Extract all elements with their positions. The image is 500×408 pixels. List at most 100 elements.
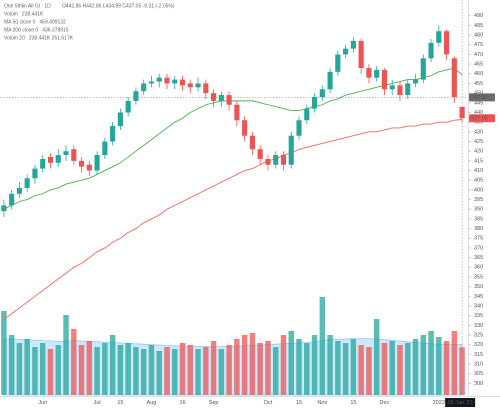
y-tick-label: 410	[474, 168, 483, 174]
candle-body	[102, 141, 108, 156]
price-label-box	[469, 93, 495, 102]
y-tick-label: 430	[474, 129, 483, 135]
legend-value: 436.378915	[42, 27, 69, 33]
ma-line	[3, 119, 463, 320]
volume-bar	[140, 349, 147, 395]
volume-bar	[257, 343, 263, 395]
volume-bar	[102, 343, 108, 395]
volume-bar	[296, 339, 302, 395]
volume-bar	[125, 343, 131, 395]
volume-bar	[172, 349, 178, 395]
y-tick-label: 315	[474, 352, 483, 358]
volume-bar	[389, 341, 395, 395]
candle-body	[187, 83, 193, 88]
y-tick-label: 420	[474, 149, 483, 155]
volume-bar	[350, 339, 357, 395]
candle-body	[343, 48, 349, 55]
candle-body	[311, 97, 318, 109]
candle-body	[405, 83, 411, 96]
candle-body	[164, 77, 170, 84]
candle-body	[24, 178, 30, 188]
candle-body	[195, 83, 201, 88]
volume-bar	[397, 345, 403, 395]
candle-body	[257, 149, 263, 159]
candle-body	[179, 79, 186, 86]
x-tick-label: 2022	[433, 400, 445, 406]
volume-bar	[327, 335, 333, 395]
volume-bar	[218, 349, 225, 395]
y-tick-label: 305	[474, 371, 483, 377]
volume-bar	[272, 347, 279, 395]
candle-body	[288, 135, 294, 165]
volume-bar	[1, 311, 7, 395]
volume-bar	[358, 345, 364, 395]
candle-body	[366, 67, 372, 78]
volume-bar	[373, 319, 380, 395]
candle-body	[350, 40, 356, 49]
candle-body	[55, 155, 61, 163]
volume-bar	[164, 347, 170, 395]
candle-body	[397, 85, 403, 96]
y-tick-label: 485	[474, 23, 483, 29]
volume-bar	[78, 345, 85, 395]
candle-body	[16, 187, 22, 194]
y-tick-label: 385	[474, 216, 483, 222]
y-tick-label: 320	[474, 342, 483, 348]
volume-bar	[94, 347, 100, 395]
candle-body	[273, 155, 279, 165]
volume-bar	[187, 345, 194, 395]
volume-bar	[117, 345, 124, 395]
y-tick-label: 325	[474, 332, 483, 338]
x-tick-label: Aug	[147, 400, 157, 406]
candle-body	[226, 95, 232, 105]
volume-bar	[133, 347, 139, 395]
y-tick-label: 370	[474, 245, 483, 251]
y-tick-label: 400	[474, 187, 483, 193]
candle-body	[203, 83, 209, 94]
candle-body	[358, 40, 364, 68]
volume-bar	[436, 337, 442, 395]
volume-bar	[55, 345, 61, 395]
y-tick-label: 310	[474, 361, 483, 367]
candle-body	[141, 83, 147, 92]
price-label-box	[469, 114, 495, 123]
y-tick-label: 440	[474, 110, 483, 116]
volume-bar	[412, 339, 419, 395]
y-tick-label: 415	[474, 158, 483, 164]
candle-body	[156, 77, 162, 82]
legend-value: 238.441K	[22, 11, 44, 17]
volume-bar	[265, 341, 271, 395]
candle-body	[444, 31, 450, 55]
volume-bar	[342, 343, 349, 395]
volume-bar	[304, 343, 310, 395]
y-tick-label: 380	[474, 226, 483, 232]
candle-body	[86, 164, 92, 171]
candle-body	[381, 69, 388, 90]
x-tick-label: Jun	[38, 400, 47, 406]
x-tick-label: 15	[350, 400, 356, 406]
candle-body	[218, 95, 224, 101]
x-tick-label: Sep	[209, 400, 219, 406]
volume-bar	[405, 343, 411, 395]
y-tick-label: 350	[474, 284, 483, 290]
x-tick-label: Dec	[380, 400, 390, 406]
volume-bar	[71, 329, 77, 395]
volume-bar	[179, 343, 186, 395]
x-tick-label: Oct	[264, 400, 273, 406]
candle-body	[335, 54, 341, 72]
candle-body	[125, 100, 131, 113]
volume-bar	[16, 343, 23, 395]
volume-bar	[156, 351, 162, 395]
volume-bar	[39, 343, 46, 395]
plot-area	[0, 0, 466, 396]
candle-body	[1, 205, 7, 212]
volume-bar	[226, 345, 232, 395]
volume-bar	[234, 339, 240, 395]
y-tick-label: 470	[474, 52, 483, 58]
y-tick-label: 475	[474, 42, 483, 48]
candle-body	[459, 106, 465, 119]
volume-bar	[451, 331, 458, 395]
y-tick-label: 490	[474, 13, 483, 19]
y-tick-label: 330	[474, 323, 483, 329]
volume-bar	[381, 343, 388, 395]
